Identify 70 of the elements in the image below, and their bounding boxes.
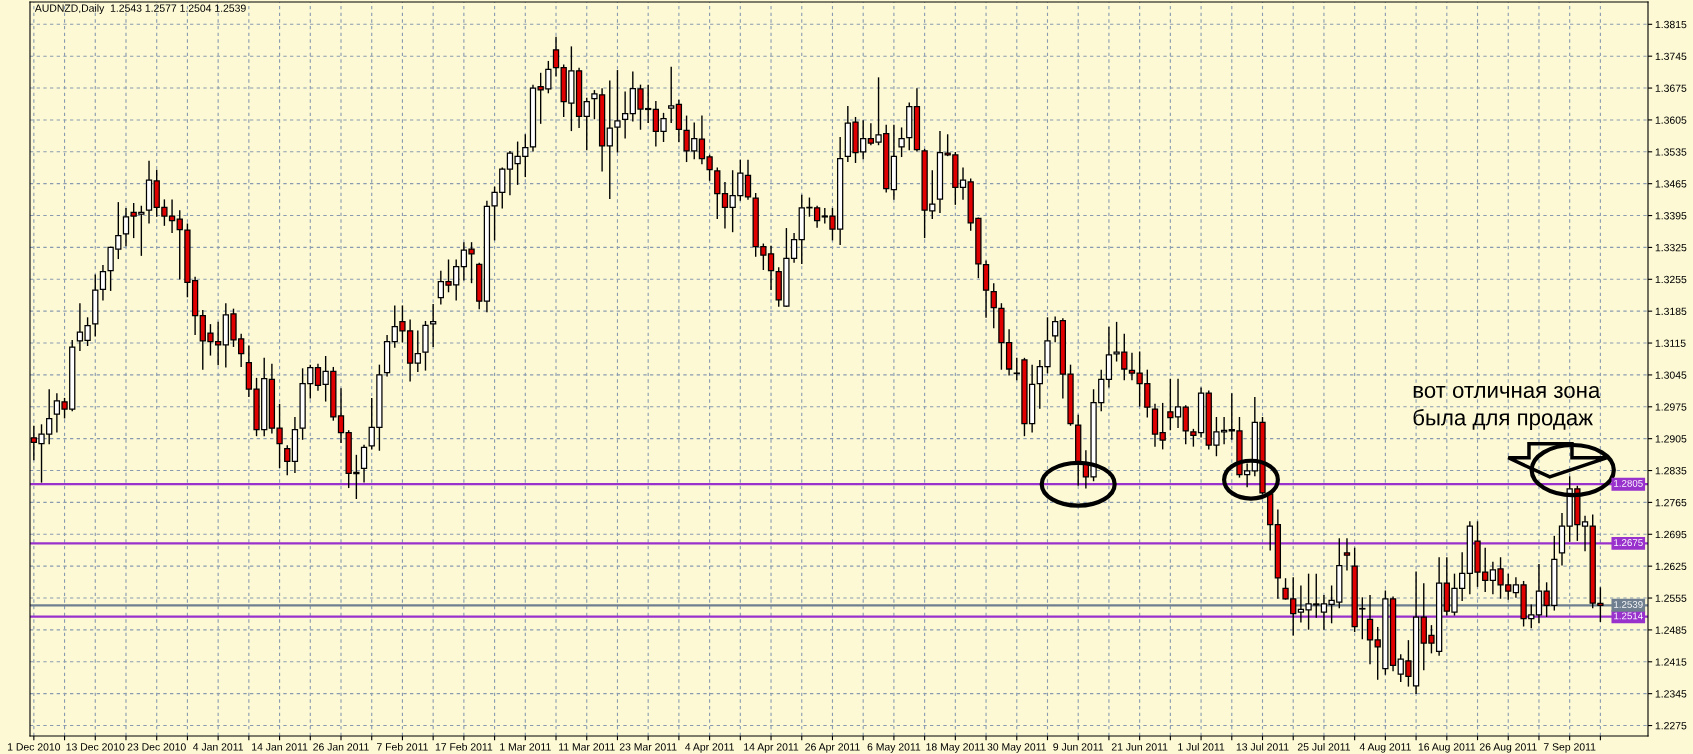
x-tick-label: 26 Jan 2011 [313,743,369,751]
y-tick-label: 1.3815 [1655,20,1687,29]
candlestick [1052,316,1059,343]
ref-line-label: 1.2675 [1614,539,1643,546]
x-tick-label: 16 Aug 2011 [1418,743,1476,753]
ref-line-label: 1.2539 [1614,601,1643,608]
x-tick-label: 14 Jan 2011 [252,743,308,751]
x-tick-label: 23 Mar 2011 [619,743,677,751]
x-tick-label: 9 Jun 2011 [1053,743,1104,751]
y-tick-label: 1.2415 [1655,658,1687,666]
y-tick-label: 1.2345 [1655,690,1687,698]
y-tick-label: 1.3395 [1655,212,1687,220]
x-tick-label: 6 May 2011 [867,743,921,753]
y-tick-label: 1.2835 [1655,467,1687,475]
x-tick-label: 26 Aug 2011 [1479,743,1537,753]
chart-title: AUDNZD,Daily 1.2543 1.2577 1.2504 1.2539 [34,4,246,14]
candlestick [99,264,107,301]
y-tick-label: 1.3745 [1655,52,1687,61]
candlestick [552,36,560,77]
x-tick-label: 11 Mar 2011 [559,743,615,751]
x-tick-label: 4 Aug 2011 [1359,743,1411,753]
y-tick-label: 1.2765 [1655,498,1687,507]
ref-line-label: 1.2514 [1614,612,1643,620]
x-tick-label: 25 Jul 2011 [1297,742,1350,751]
x-tick-label: 18 May 2011 [926,743,985,753]
candlestick [360,444,368,483]
x-tick-label: 1 Mar 2011 [500,743,551,751]
x-tick-label: 26 Apr 2011 [805,743,860,753]
y-tick-label: 1.3535 [1655,148,1687,156]
candlestick [429,304,437,347]
y-tick-label: 1.3325 [1655,243,1687,252]
candlestick [1343,538,1351,571]
y-tick-label: 1.3465 [1655,180,1687,188]
x-tick-label: 23 Dec 2010 [127,743,186,751]
candlestick [898,127,905,158]
candlestick [990,283,997,329]
y-tick-label: 1.3185 [1655,307,1687,316]
x-tick-label: 21 Jun 2011 [1111,743,1168,751]
x-tick-label: 17 Feb 2011 [435,742,493,751]
y-tick-label: 1.2905 [1655,435,1687,443]
candlestick [621,91,629,139]
candlestick [284,445,291,476]
x-tick-label: 1 Dec 2010 [8,743,61,751]
ref-line-label: 1.2805 [1614,479,1643,487]
y-tick-label: 1.3605 [1655,116,1687,124]
y-tick-label: 1.3255 [1655,275,1687,284]
x-tick-label: 1 Jul 2011 [1178,742,1225,751]
x-tick-label: 4 Jan 2011 [192,743,244,751]
candlestick [1366,595,1374,665]
candlestick [714,167,721,219]
y-tick-label: 1.2625 [1655,562,1687,571]
y-tick-label: 1.3045 [1655,371,1687,379]
y-tick-label: 1.2975 [1655,403,1687,411]
x-tick-label: 4 Apr 2011 [685,743,734,753]
candlestick [583,97,590,151]
x-tick-label: 7 Feb 2011 [377,742,428,751]
candlestick [668,66,675,123]
y-tick-label: 1.3675 [1655,84,1687,92]
y-tick-label: 1.2485 [1655,626,1687,634]
y-tick-label: 1.2275 [1655,722,1687,730]
annotation: вот отличная зона была для продаж [1413,385,1601,430]
y-tick-label: 1.2695 [1655,530,1687,539]
candlestick [414,330,421,372]
x-tick-label: 7 Sep 2011 [1543,743,1596,753]
x-tick-label: 14 Apr 2011 [744,743,799,753]
x-tick-label: 13 Dec 2010 [66,743,125,751]
x-tick-label: 13 Jul 2011 [1236,742,1289,751]
x-tick-label: 30 May 2011 [987,743,1046,753]
y-tick-label: 1.3115 [1655,339,1686,347]
y-tick-label: 1.2555 [1655,594,1687,602]
